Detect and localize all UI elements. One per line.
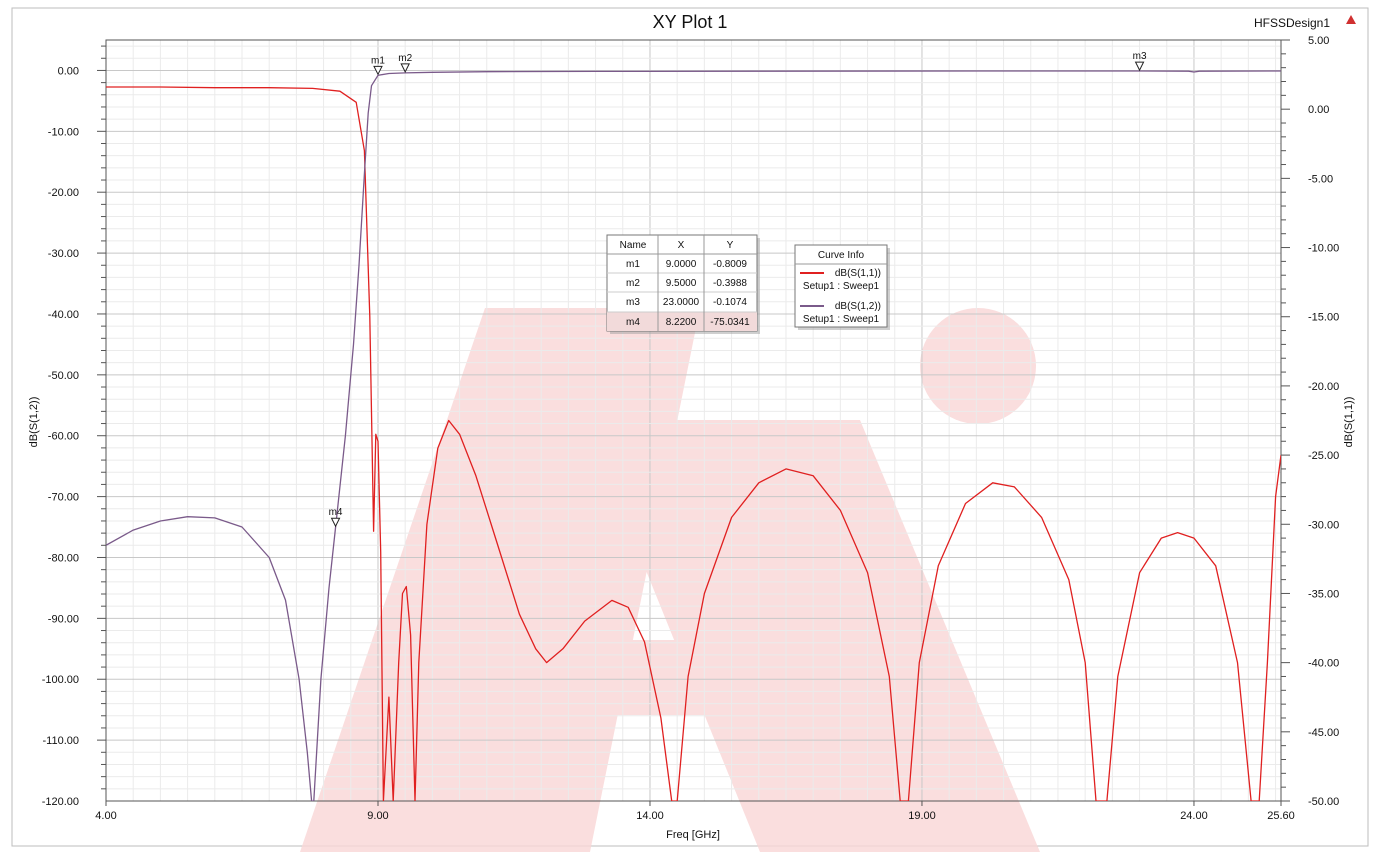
marker-triangle <box>330 517 341 528</box>
legend: Curve Info dB(S(1,1)) Setup1 : Sweep1 dB… <box>794 244 890 330</box>
y-right-tick-label: -15.00 <box>1308 312 1339 324</box>
y-axis-label-right: dB(S(1,1)) <box>1343 397 1355 448</box>
series-line-s12 <box>106 70 1281 801</box>
y-right-tick-label: -35.00 <box>1308 588 1339 600</box>
marker-row-x: 9.5000 <box>666 278 697 289</box>
marker-row-x: 8.2200 <box>666 317 697 328</box>
marker-row-y: -75.0341 <box>710 317 750 328</box>
legend-entry-label: dB(S(1,1)) <box>835 268 881 279</box>
x-tick-label: 9.00 <box>367 810 388 822</box>
marker-row-y: -0.3988 <box>713 278 747 289</box>
y-right-tick-label: -40.00 <box>1308 658 1339 670</box>
x-tick-label: 4.00 <box>95 810 116 822</box>
y-left-tick-label: -60.00 <box>48 431 79 443</box>
marker-label: m4 <box>329 507 343 518</box>
marker-row-name: m2 <box>626 278 640 289</box>
y-right-tick-label: 5.00 <box>1308 35 1329 47</box>
y-left-tick-label: 0.00 <box>58 65 79 77</box>
y-left-tick-label: -110.00 <box>43 735 80 747</box>
y-left-tick-label: -120.00 <box>42 796 79 808</box>
y-axis-label-left: dB(S(1,2)) <box>28 397 40 448</box>
marker-triangle <box>1134 61 1145 72</box>
markers-layer: m1 m2 m3 m4 <box>329 51 1147 528</box>
marker-table-header-name: Name <box>620 240 647 251</box>
marker-row-x: 9.0000 <box>666 259 697 270</box>
plot-area <box>105 39 1282 802</box>
y-left-tick-label: -40.00 <box>48 309 79 321</box>
marker-row-name: m4 <box>626 317 640 328</box>
marker-row-name: m3 <box>626 297 640 308</box>
y-left-tick-label: -10.00 <box>48 126 79 138</box>
marker-triangle <box>400 63 410 73</box>
x-tick-label: 19.00 <box>908 810 936 822</box>
marker-table: Name X Y m1 9.0000 -0.8009 m2 9.5000 -0.… <box>606 234 760 334</box>
marker-label: m3 <box>1133 51 1147 62</box>
marker-table-header-y: Y <box>727 240 734 251</box>
design-name: HFSSDesign1 <box>1254 16 1330 30</box>
series-line-s11 <box>106 86 1281 801</box>
y-right-tick-label: -25.00 <box>1308 450 1339 462</box>
marker-label: m1 <box>371 55 385 66</box>
y-right-tick-label: -20.00 <box>1308 381 1339 393</box>
y-right-tick-label: -45.00 <box>1308 727 1339 739</box>
x-tick-label: 25.60 <box>1267 810 1295 822</box>
legend-entry-sublabel: Setup1 : Sweep1 <box>803 281 880 292</box>
marker-row-y: -0.1074 <box>713 297 747 308</box>
y-left-tick-label: -100.00 <box>42 674 79 686</box>
marker-triangle <box>373 65 383 76</box>
marker-row-x: 23.0000 <box>663 297 700 308</box>
y-left-tick-label: -70.00 <box>48 492 79 504</box>
y-left-tick-label: -80.00 <box>48 552 79 564</box>
y-right-tick-label: -5.00 <box>1308 173 1333 185</box>
legend-entry-label: dB(S(1,2)) <box>835 301 881 312</box>
x-tick-label: 24.00 <box>1180 810 1208 822</box>
series-layer <box>106 70 1281 801</box>
y-right-tick-label: -50.00 <box>1308 796 1339 808</box>
marker-table-header-x: X <box>678 240 685 251</box>
y-left-tick-label: -90.00 <box>48 613 79 625</box>
legend-title: Curve Info <box>818 250 865 261</box>
chart-title: XY Plot 1 <box>653 12 728 32</box>
y-left-tick-label: -20.00 <box>48 187 79 199</box>
x-tick-label: 14.00 <box>636 810 664 822</box>
marker-row-name: m1 <box>626 259 640 270</box>
legend-entry-sublabel: Setup1 : Sweep1 <box>803 314 880 325</box>
y-right-tick-label: 0.00 <box>1308 104 1329 116</box>
x-axis-label: Freq [GHz] <box>666 829 720 841</box>
y-left-tick-label: -50.00 <box>48 370 79 382</box>
axes: 4.00 9.00 14.00 19.00 24.00 25.60 0.00 -10.00 -2… <box>42 35 1340 822</box>
y-left-tick-label: -30.00 <box>48 248 79 260</box>
warning-triangle-icon <box>1346 15 1356 24</box>
marker-label: m2 <box>398 53 412 64</box>
y-right-tick-label: -30.00 <box>1308 519 1339 531</box>
y-right-tick-label: -10.00 <box>1308 243 1339 255</box>
marker-row-y: -0.8009 <box>713 259 747 270</box>
